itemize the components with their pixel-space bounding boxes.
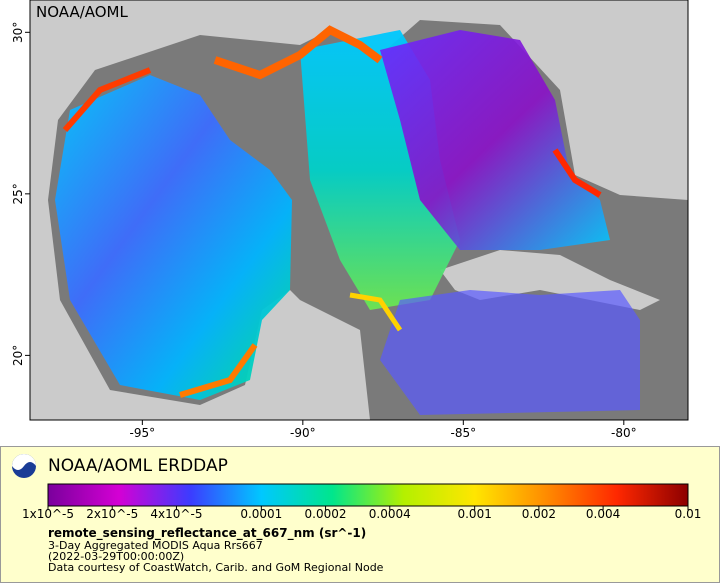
legend-panel xyxy=(0,446,720,583)
legend-line: (2022-03-29T00:00:00Z) xyxy=(48,550,184,563)
legend-title: NOAA/AOML ERDDAP xyxy=(48,456,228,476)
x-tick-label: -95° xyxy=(130,426,156,440)
map-frame xyxy=(29,0,689,421)
y-tick-label: 25° xyxy=(11,183,25,204)
colorbar-tick-label: 0.001 xyxy=(457,507,491,521)
y-tick-label: 30° xyxy=(11,22,25,43)
legend-line: Data courtesy of CoastWatch, Carib. and … xyxy=(48,561,384,574)
map-image xyxy=(30,0,688,420)
x-tick-label: -80° xyxy=(611,426,637,440)
colorbar-tick-label: 0.0004 xyxy=(369,507,411,521)
colorbar-tick-label: 0.004 xyxy=(586,507,620,521)
watermark: NOAA/AOML xyxy=(36,3,129,21)
noaa-logo xyxy=(12,454,36,478)
colorbar-tick-label: 4x10^-5 xyxy=(150,507,202,521)
colorbar-tick-label: 0.002 xyxy=(522,507,556,521)
colorbar-tick-label: 1x10^-5 xyxy=(22,507,74,521)
variable-name: remote_sensing_reflectance_at_667_nm (sr… xyxy=(48,526,366,541)
colorbar xyxy=(47,483,689,507)
legend-line: 3-Day Aggregated MODIS Aqua Rrs667 xyxy=(48,539,263,552)
x-tick-label: -90° xyxy=(290,426,316,440)
colorbar-tick-label: 0.0002 xyxy=(305,507,347,521)
y-tick-label: 20° xyxy=(11,345,25,366)
colorbar-tick-label: 0.0001 xyxy=(240,507,282,521)
x-tick-label: -85° xyxy=(451,426,477,440)
colorbar-tick-label: 0.01 xyxy=(675,507,702,521)
colorbar-tick-label: 2x10^-5 xyxy=(86,507,138,521)
